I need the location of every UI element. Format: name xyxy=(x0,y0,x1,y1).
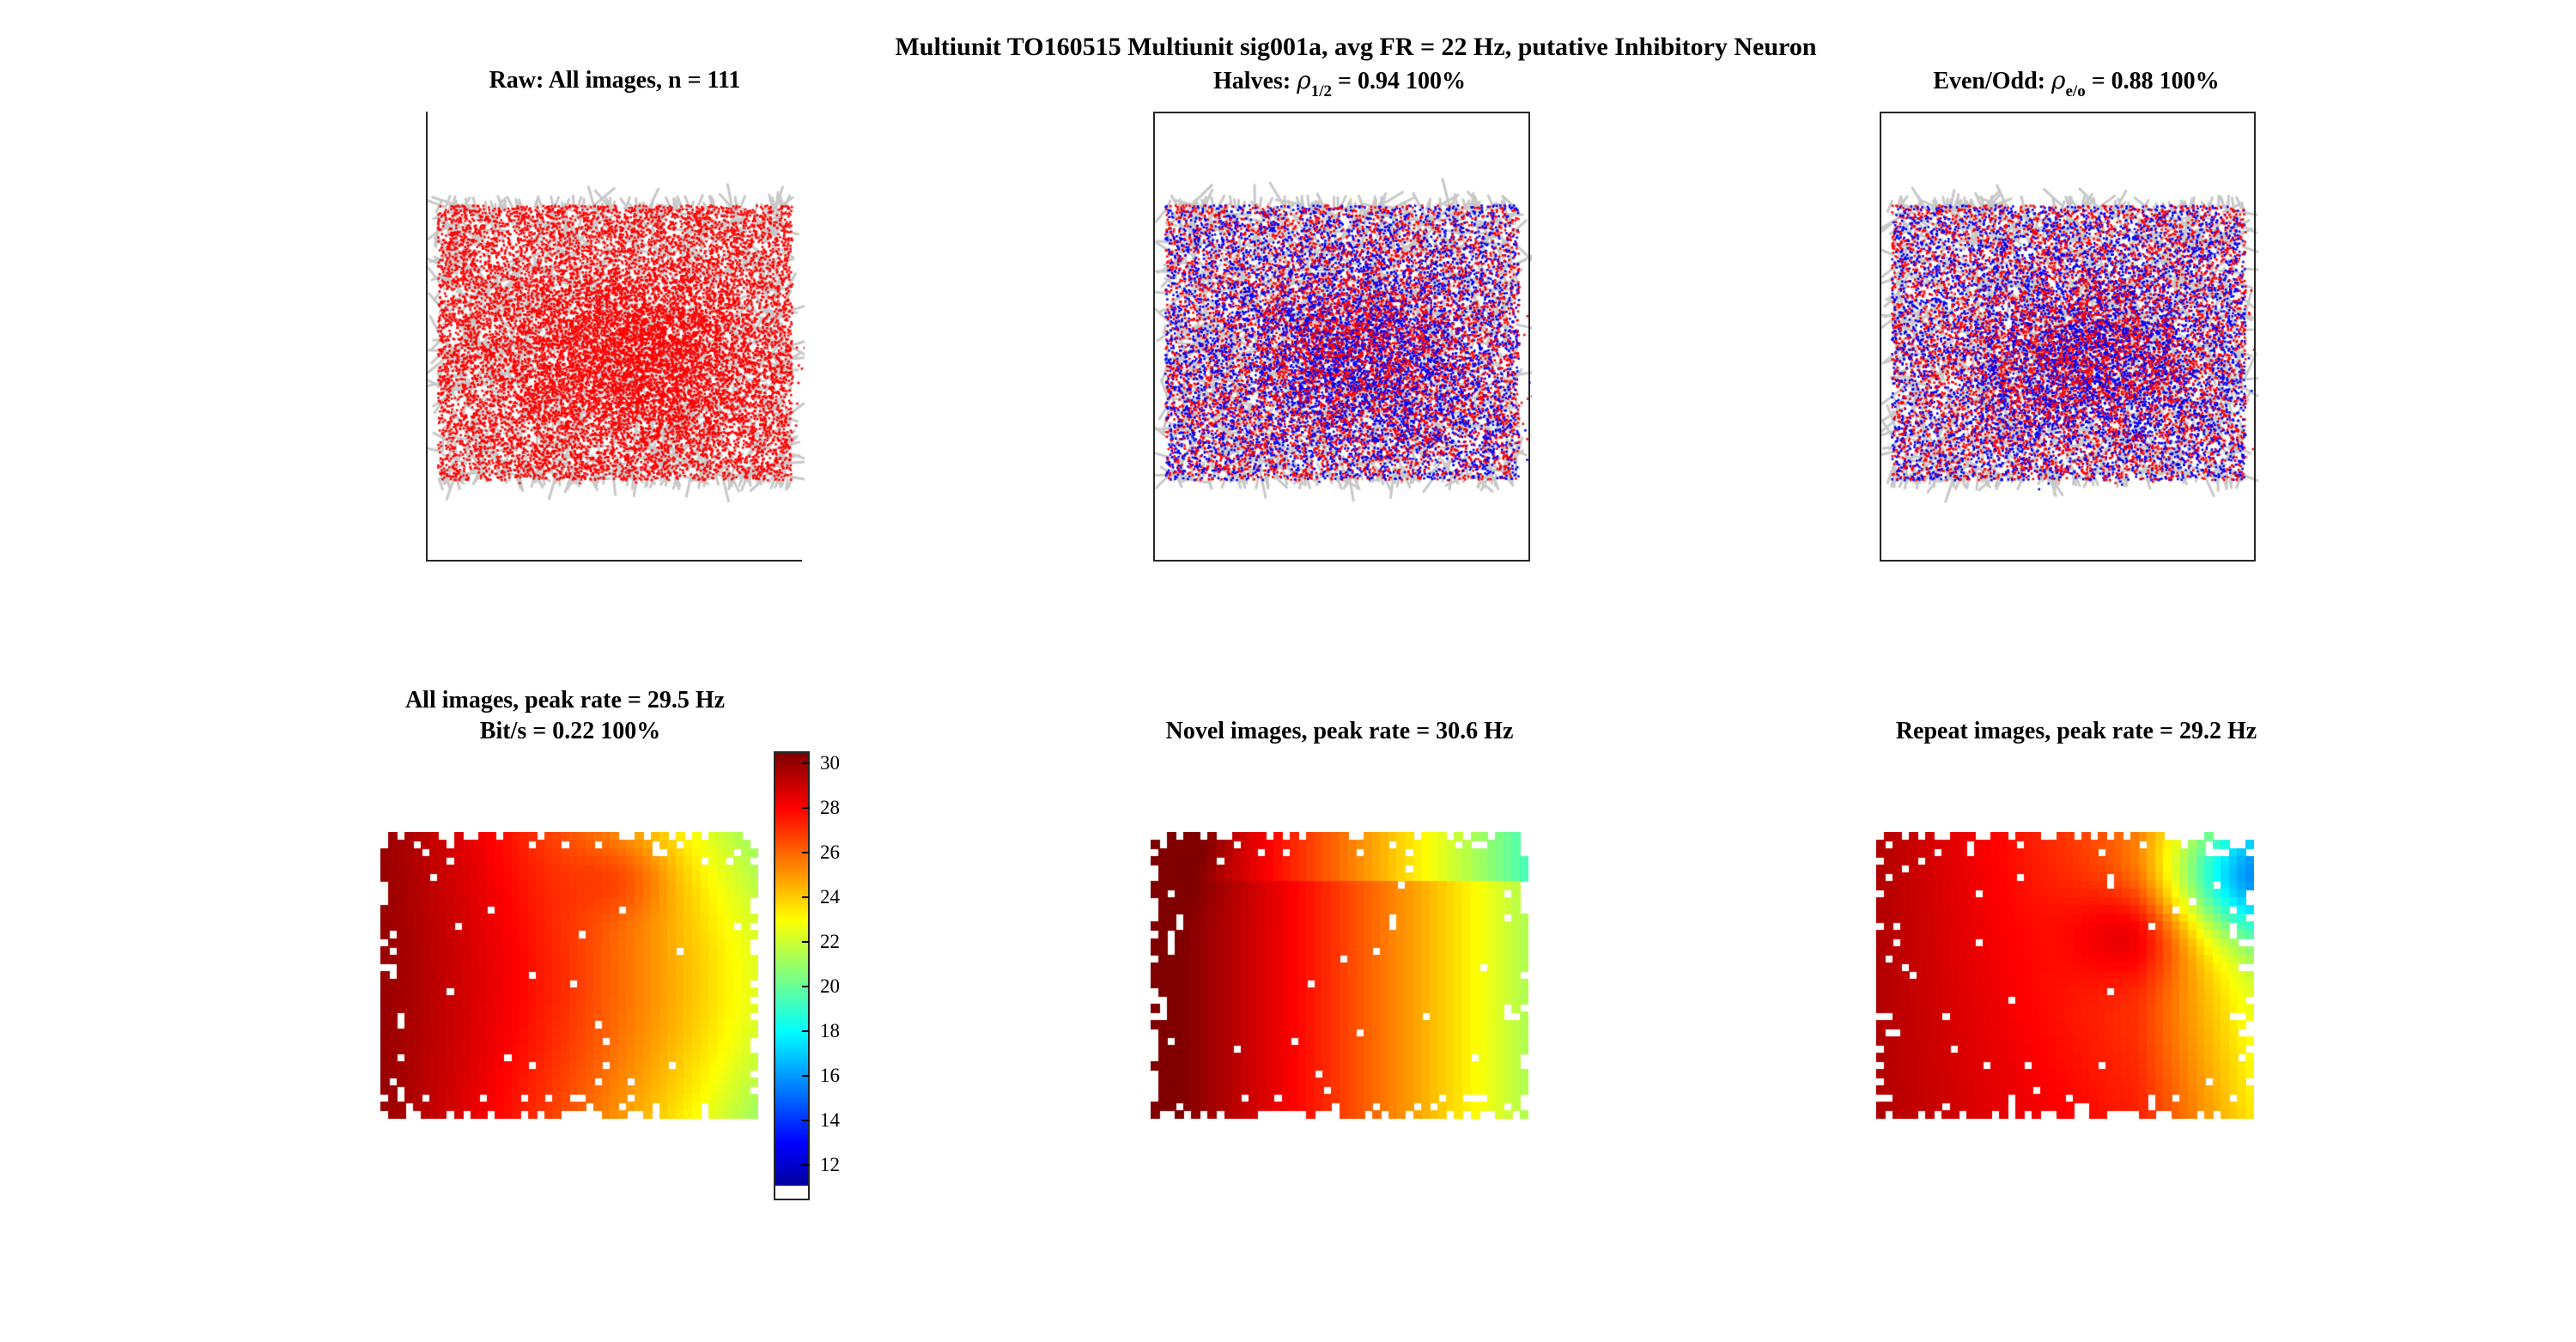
colorbar-tick-label: 26 xyxy=(820,841,840,863)
colorbar-tick-label: 14 xyxy=(820,1109,840,1131)
colorbar-tick-label: 16 xyxy=(820,1065,840,1086)
colorbar-tick-mark xyxy=(802,762,809,764)
colorbar-tick-label: 22 xyxy=(820,931,840,952)
evenodd-title-prefix: Even/Odd: xyxy=(1933,68,2052,94)
evenodd-scatter-plot xyxy=(1880,112,2258,560)
evenodd-plot-frame xyxy=(1880,112,2256,562)
novel-map-title: Novel images, peak rate = 30.6 Hz xyxy=(1165,718,1514,744)
all-images-heatmap xyxy=(380,832,758,1119)
colorbar-tick-label: 28 xyxy=(820,797,840,818)
colorbar-tick-label: 18 xyxy=(820,1020,840,1041)
halves-panel-title: Halves: ρ1/2 = 0.94 100% xyxy=(1213,65,1466,100)
all-map-subtitle: Bit/s = 0.22 100% xyxy=(479,718,661,744)
colorbar-tick-mark xyxy=(802,1075,809,1077)
raw-panel-title: Raw: All images, n = 111 xyxy=(489,67,741,94)
colorbar-tick-mark xyxy=(802,941,809,943)
all-map-title: All images, peak rate = 29.5 Hz xyxy=(404,687,726,714)
colorbar-tick-label: 24 xyxy=(820,886,840,908)
colorbar-tick-label: 20 xyxy=(820,975,840,997)
figure-title: Multiunit TO160515 Multiunit sig001a, av… xyxy=(895,33,1817,61)
colorbar xyxy=(775,752,809,1199)
evenodd-title-suffix: = 0.88 100% xyxy=(2085,68,2220,94)
colorbar-tick-label: 30 xyxy=(820,752,840,774)
raw-plot-frame xyxy=(426,112,802,562)
novel-images-heatmap xyxy=(1151,832,1528,1119)
colorbar-tick-mark xyxy=(802,1120,809,1121)
halves-title-prefix: Halves: xyxy=(1213,68,1297,94)
raw-scatter-plot xyxy=(427,112,805,560)
evenodd-subscript: e/o xyxy=(2065,82,2086,100)
halves-subscript: 1/2 xyxy=(1310,82,1332,100)
colorbar-frame xyxy=(774,751,810,1200)
colorbar-tick-mark xyxy=(802,1030,809,1032)
repeat-map-title: Repeat images, peak rate = 29.2 Hz xyxy=(1895,718,2257,744)
colorbar-tick-mark xyxy=(802,986,809,987)
colorbar-tick-mark xyxy=(802,1164,809,1166)
halves-title-suffix: = 0.94 100% xyxy=(1332,68,1466,94)
repeat-images-heatmap xyxy=(1876,832,2254,1119)
evenodd-panel-title: Even/Odd: ρe/o = 0.88 100% xyxy=(1933,65,2219,100)
rho-symbol: ρ xyxy=(1297,66,1311,94)
colorbar-tick-mark xyxy=(802,852,809,853)
rho-symbol: ρ xyxy=(2051,66,2066,94)
colorbar-tick-label: 12 xyxy=(820,1154,840,1175)
colorbar-tick-mark xyxy=(802,896,809,898)
halves-scatter-plot xyxy=(1154,112,1532,560)
halves-plot-frame xyxy=(1153,112,1530,562)
colorbar-tick-mark xyxy=(802,807,809,809)
